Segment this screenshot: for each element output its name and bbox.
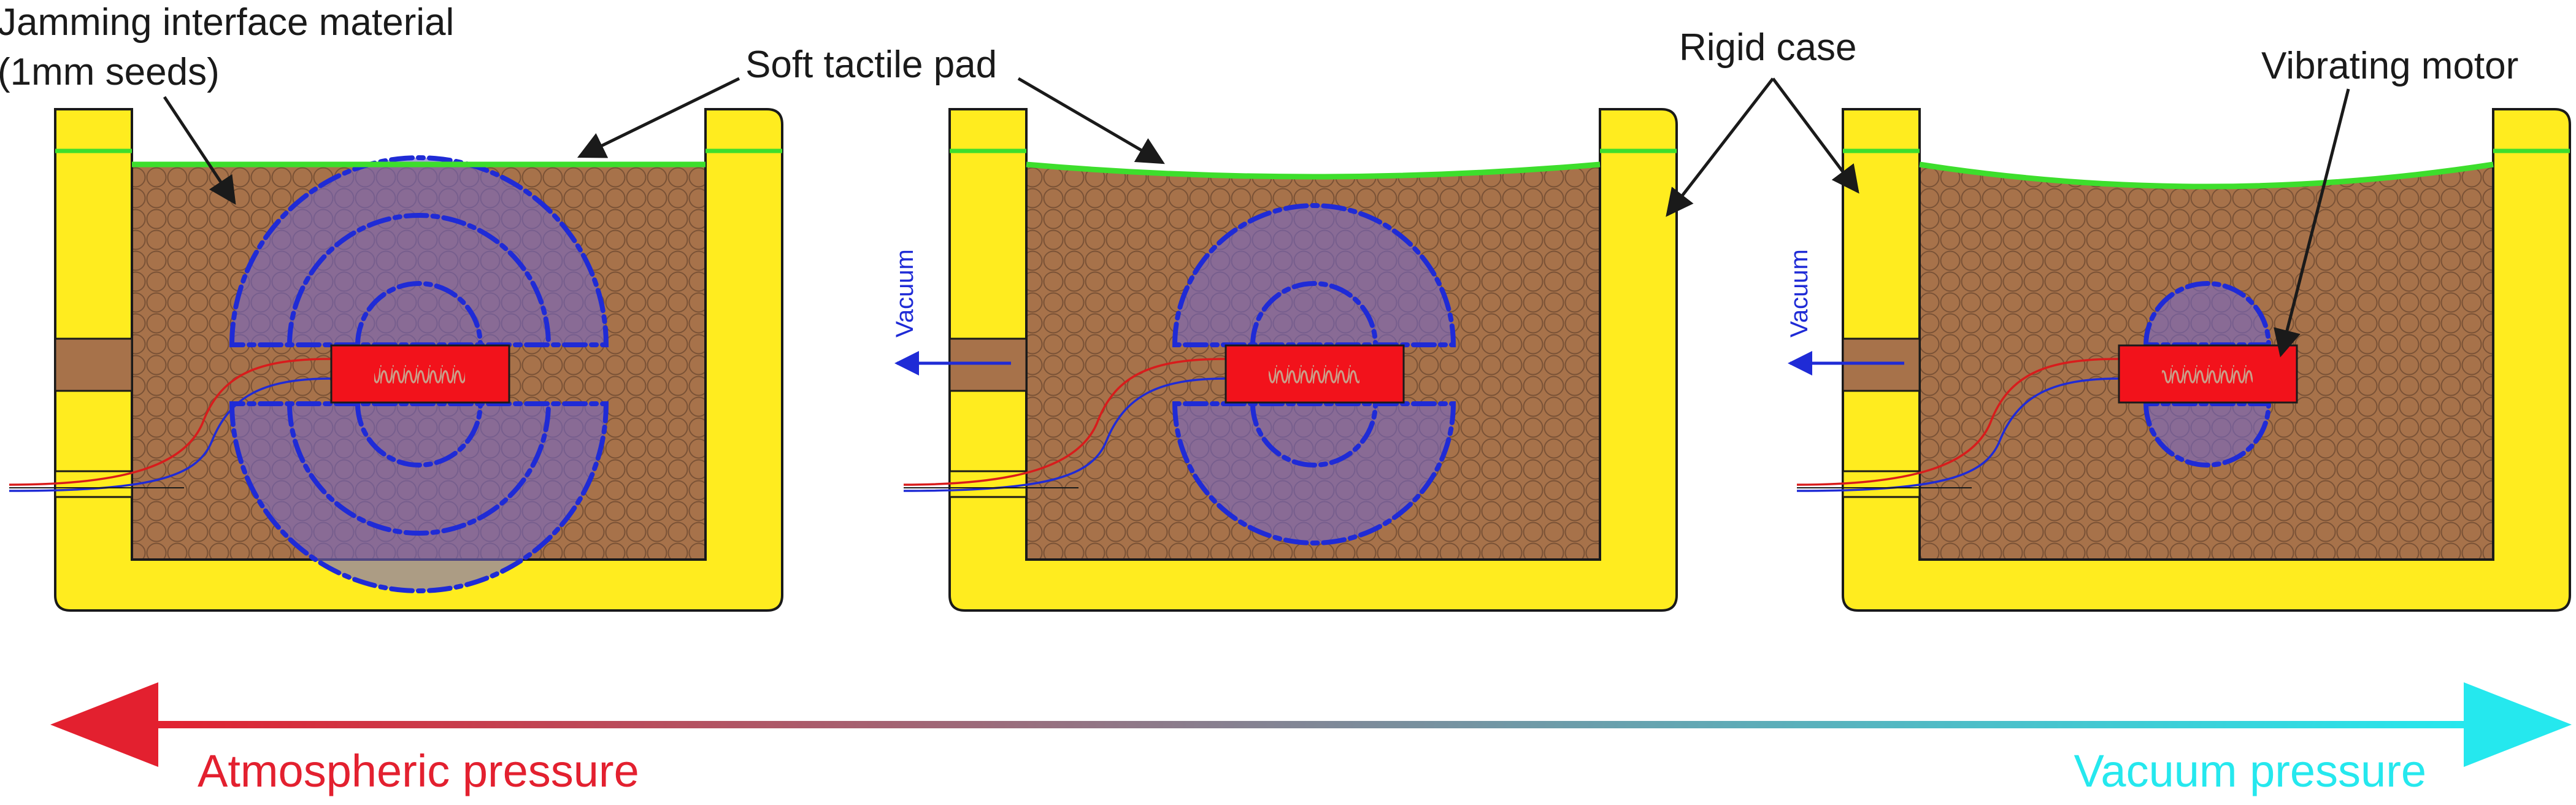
label-soft-tactile-pad: Soft tactile pad: [745, 44, 997, 86]
label-rigid-case: Rigid case: [1679, 26, 1856, 69]
pointer-soft-pad-1: [577, 77, 740, 158]
pointer-rigid-case-2: [1772, 77, 1859, 194]
atmospheric-arrowhead: [50, 682, 158, 767]
atmospheric-pressure-label: Atmospheric pressure: [198, 745, 639, 796]
pointer-jamming: [163, 96, 236, 205]
pressure-axis: Atmospheric pressure Vacuum pressure: [50, 682, 2572, 796]
panel-partial-vacuum: Vacuum: [891, 108, 1678, 612]
pointer-rigid-case-1: [1666, 77, 1774, 217]
motor-coil: [1269, 365, 1359, 383]
wire-red: [903, 358, 1226, 486]
soft-tactile-pad: [1919, 161, 2494, 190]
label-jamming-material: Jamming interface material (1mm seeds): [0, 1, 465, 93]
vibration-field: [229, 155, 609, 593]
soft-tactile-pad: [1026, 161, 1601, 180]
panel-atmospheric: [9, 108, 783, 612]
vacuum-arrowhead: [2464, 682, 2572, 767]
vibration-field: [1172, 203, 1456, 545]
rigid-case: [948, 108, 1678, 612]
vacuum-pressure-label: Vacuum pressure: [2074, 745, 2426, 796]
callouts: Jamming interface material (1mm seeds) S…: [0, 1, 2518, 358]
pointer-soft-pad-2: [1017, 77, 1165, 164]
pointer-vibrating-motor: [2274, 88, 2350, 358]
rigid-case: [1842, 108, 2571, 612]
label-vibrating-motor: Vibrating motor: [2261, 45, 2518, 87]
motor-coil: [374, 365, 465, 383]
wire-red: [9, 358, 332, 486]
vacuum-port: [54, 337, 133, 392]
panel-full-vacuum: Vacuum: [1786, 108, 2571, 612]
vibration-field: [2143, 281, 2272, 468]
pressure-gradient-bar: [141, 721, 2472, 728]
rigid-case: [54, 108, 783, 612]
vacuum-label: Vacuum: [891, 249, 918, 337]
vacuum-label: Vacuum: [1786, 249, 1813, 337]
wire-red: [1796, 358, 2120, 486]
motor-coil: [2162, 365, 2253, 383]
